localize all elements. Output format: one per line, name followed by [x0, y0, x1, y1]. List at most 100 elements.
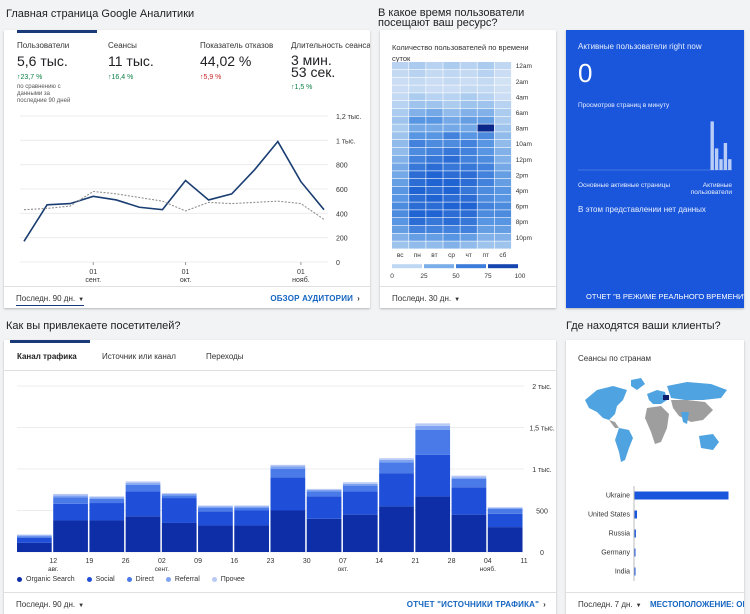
y-tick-label: 800 [336, 163, 348, 170]
map-europe [647, 390, 667, 404]
heatmap-cell [426, 155, 443, 163]
caret-down-icon: ▼ [635, 603, 642, 609]
geo-date-dropdown[interactable]: Последн. 7 дн. ▼ [578, 600, 642, 609]
heatmap-cell [409, 85, 426, 93]
realtime-report-link[interactable]: ОТЧЕТ "В РЕЖИМЕ РЕАЛЬНОГО ВРЕМЕНИ"› [586, 292, 744, 301]
x-tick-label: 09 [194, 558, 202, 565]
heatmap-cell [409, 147, 426, 155]
heatmap-cell [477, 69, 494, 77]
x-tick-label: 14 [375, 558, 383, 565]
channel-bar-segment [415, 454, 451, 497]
channel-bar-segment [161, 493, 197, 494]
heatmap-cell [494, 101, 512, 109]
heatmap-cell [443, 77, 460, 85]
metric-tab-users[interactable]: Пользователи 5,6 тыс. ↑23,7 % по сравнен… [17, 30, 97, 104]
heatmap-cell [409, 132, 426, 140]
heatmap-cell [460, 124, 477, 132]
day-label: вт [431, 252, 437, 259]
audience-overview-link[interactable]: ОБЗОР АУДИТОРИИ › [270, 294, 360, 303]
heatmap-cell [426, 140, 443, 148]
x-tick-label: 04 [484, 558, 492, 565]
metric-tab-bounce-rate[interactable]: Показатель отказов 44,02 % ↑5,9 % [200, 30, 290, 104]
heatmap-cell [409, 93, 426, 101]
map-central-america [609, 420, 619, 428]
active-tab-underline [17, 30, 97, 33]
scale-swatch [424, 264, 454, 269]
channel-bar-segment [125, 484, 161, 492]
location-overview-link[interactable]: МЕСТОПОЛОЖЕНИЕ: ОБЗ [650, 600, 744, 609]
heatmap-cell [409, 124, 426, 132]
heatmap-cell [494, 194, 512, 202]
heatmap-cell [426, 194, 443, 202]
heatmap-cell [477, 140, 494, 148]
heatmap-cell [409, 202, 426, 210]
heatmap-cell [409, 69, 426, 77]
legend-organic: Organic Search [17, 576, 75, 583]
heatmap-cell [392, 233, 409, 241]
tab-channel[interactable]: Канал трафика [17, 352, 77, 361]
channel-bar-segment [487, 508, 523, 514]
heatmap-cell [477, 241, 494, 249]
heatmap-cell [494, 171, 512, 179]
country-label: United States [588, 512, 631, 519]
tab-referrals[interactable]: Переходы [206, 352, 244, 361]
heatmap-cell [426, 210, 443, 218]
x-tick-label: нояб. [292, 276, 310, 284]
heatmap-cell [392, 241, 409, 249]
tab-source-medium[interactable]: Источник или канал [102, 352, 176, 361]
caret-down-icon: ▼ [454, 297, 461, 303]
hour-label: 4am [516, 94, 529, 101]
channel-bar-segment [198, 508, 233, 512]
channel-bar-segment [451, 478, 487, 488]
channel-bar-segment [415, 429, 451, 455]
channel-bar-segment [306, 518, 342, 552]
x-tick-label: 12 [49, 558, 57, 565]
world-map [585, 378, 727, 462]
caret-down-icon: ▼ [78, 603, 85, 609]
channel-bar-segment [198, 525, 233, 552]
channel-bar-segment [17, 536, 52, 538]
realtime-card: Активные пользователи right now 0 Просмо… [566, 30, 744, 308]
hour-label: 8pm [516, 219, 529, 226]
heatmap-cell [460, 186, 477, 194]
country-bar [634, 510, 637, 519]
scale-swatch [488, 264, 518, 269]
channel-bar-segment [342, 514, 378, 552]
heatmap-cell [426, 69, 443, 77]
heatmap-card: Количество пользователей по времени суто… [380, 30, 556, 308]
channel-bar-segment [306, 488, 342, 490]
heatmap-cell [392, 147, 409, 155]
heatmap-date-dropdown[interactable]: Последн. 30 дн. ▼ [392, 294, 461, 303]
heatmap-cell [460, 155, 477, 163]
x-tick-label: 02 [158, 558, 166, 565]
heatmap-cell [443, 241, 460, 249]
country-label: Ukraine [606, 493, 630, 500]
heatmap-cell [443, 233, 460, 241]
metric-tab-sessions[interactable]: Сеансы 11 тыс. ↑16,4 % [108, 30, 193, 104]
date-range-dropdown[interactable]: Последн. 90 дн. ▼ [16, 294, 85, 303]
metric-tab-session-duration[interactable]: Длительность сеанса 3 мин. 53 сек. ↑1,5 … [291, 30, 370, 104]
x-tick-label: 23 [267, 558, 275, 565]
users-by-time-heatmap: 12am 2am 4am 6am 8am 10am 12pm 2pm 4pm 6pm 8pm 10pm… [390, 62, 532, 280]
heatmap-cell [392, 155, 409, 163]
heatmap-cell [494, 241, 512, 249]
hour-label: 12am [516, 63, 532, 70]
x-tick-label: 16 [230, 558, 238, 565]
hour-label: 2pm [516, 172, 529, 179]
heatmap-cell [409, 77, 426, 85]
x-tick-label: 07 [339, 558, 347, 565]
heatmap-cell [392, 62, 409, 70]
channel-bar-segment [125, 481, 161, 484]
heatmap-cell [494, 116, 512, 124]
hour-label: 2am [516, 79, 529, 86]
heatmap-cell [426, 179, 443, 187]
map-south-america [615, 428, 633, 462]
x-tick-label: 26 [122, 558, 130, 565]
heatmap-cell [443, 194, 460, 202]
channel-bar-segment [161, 522, 197, 552]
y-tick-label: 0 [336, 260, 340, 267]
heatmap-cell [426, 124, 443, 132]
traffic-sources-link[interactable]: ОТЧЕТ "ИСТОЧНИКИ ТРАФИКА" › [406, 600, 546, 609]
acquisition-date-dropdown[interactable]: Последн. 90 дн. ▼ [16, 600, 85, 609]
